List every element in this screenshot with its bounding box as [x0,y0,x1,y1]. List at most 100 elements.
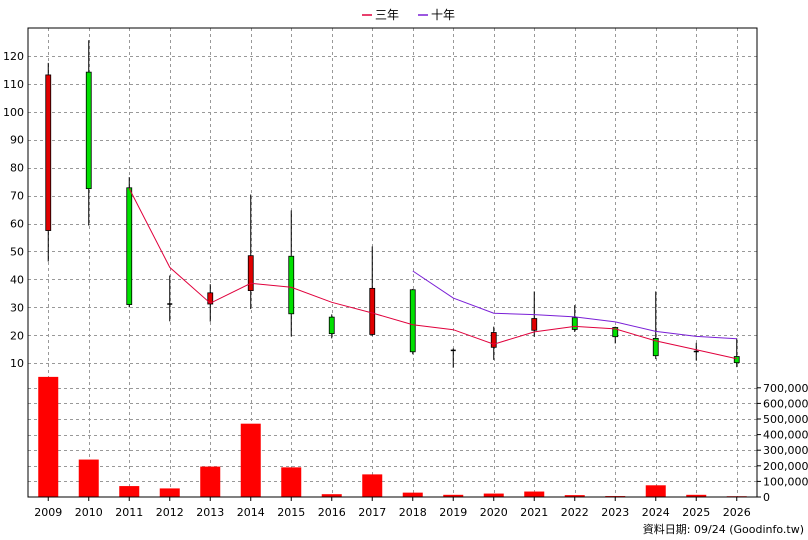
candle-body [288,255,295,315]
legend-label: 十年 [431,8,455,22]
price-tick-label: 120 [3,50,24,63]
price-tick-label: 20 [10,329,24,342]
volume-tick-label: 500,000 [763,413,808,426]
grid-lines [28,28,757,497]
volume-bar [240,423,261,497]
x-tick-label: 2012 [156,506,184,519]
candlesticks [45,40,740,368]
candle [288,210,295,337]
chart-legend: 三年 十年 [362,8,455,22]
plot-frame [27,27,758,498]
x-tick-label: 2010 [75,506,103,519]
x-tick-label: 2022 [561,506,589,519]
volume-bar [645,485,666,497]
candle [409,288,416,355]
volume-axis-ticks: 0 100,000 200,000 300,000 400,000 500,000 600,… [757,382,808,504]
price-tick-label: 50 [10,245,24,258]
x-tick-label: 2023 [601,506,629,519]
x-axis-ticks: 2009 2010 2011 2012 2013 2014 2015 2016 2017 2018… [34,497,751,519]
candle [531,291,538,337]
volume-tick-label: 0 [763,491,770,504]
x-tick-label: 2019 [439,506,467,519]
candle-body [126,187,133,305]
volume-bar [402,492,423,497]
candle [328,314,335,339]
volume-tick-label: 300,000 [763,444,808,457]
candle-body [490,332,497,348]
candle-body [733,356,740,364]
volume-bar [281,467,302,497]
candle-body [612,327,619,338]
price-tick-label: 30 [10,301,24,314]
legend-label: 三年 [375,8,399,22]
candle-body [328,316,335,335]
volume-tick-label: 600,000 [763,397,808,410]
candle-body [531,318,538,331]
volume-bar [38,376,59,497]
candle [167,275,173,322]
candle [652,291,659,360]
volume-bar [200,466,221,497]
price-tick-label: 10 [10,357,24,370]
x-tick-label: 2025 [682,506,710,519]
x-tick-label: 2018 [399,506,427,519]
candle-body [409,289,416,353]
candle-body [369,287,376,335]
x-tick-label: 2013 [196,506,224,519]
x-tick-label: 2014 [237,506,265,519]
x-tick-label: 2021 [520,506,548,519]
x-tick-label: 2026 [723,506,751,519]
price-tick-label: 90 [10,134,24,147]
candle [45,62,52,262]
candle [693,342,699,361]
price-tick-label: 70 [10,190,24,203]
candle [369,246,376,336]
volume-bar [443,494,464,497]
volume-bar [362,474,383,497]
candle [247,194,254,310]
average-lines [128,188,737,360]
candle [490,326,497,360]
candle-body [207,292,214,305]
price-tick-label: 40 [10,273,24,286]
source-note: 資料日期: 09/24 (Goodinfo.tw) [643,522,804,536]
volume-bar [159,488,180,497]
x-tick-label: 2015 [277,506,305,519]
candle-body [85,71,92,190]
volume-bar [321,494,342,497]
price-tick-label: 60 [10,218,24,231]
volume-tick-label: 100,000 [763,475,808,488]
price-tick-label: 80 [10,162,24,175]
price-tick-label: 110 [3,78,24,91]
x-tick-label: 2017 [358,506,386,519]
volume-bar [564,495,585,497]
candle [126,177,133,308]
candle-body [247,255,254,292]
candle-body [652,337,659,357]
candle-body [45,74,52,231]
volume-tick-label: 700,000 [763,382,808,395]
volume-tick-label: 400,000 [763,429,808,442]
volume-bar [78,459,99,497]
series-line [128,188,737,360]
price-axis-ticks: 10 20 30 40 50 60 70 80 90 100 110 120 [3,50,24,370]
candle [571,305,578,332]
price-tick-label: 100 [3,106,24,119]
series-line [412,270,737,340]
x-tick-label: 2016 [318,506,346,519]
candle [733,338,740,368]
candle [85,40,92,226]
volume-bar [483,493,504,497]
candle [450,348,456,368]
candle [612,326,619,344]
x-tick-label: 2024 [642,506,670,519]
x-tick-label: 2020 [480,506,508,519]
candle-body [571,317,578,330]
x-tick-label: 2011 [115,506,143,519]
volume-bar [119,486,140,497]
volume-bar [686,494,707,497]
volume-tick-label: 200,000 [763,460,808,473]
volume-bar [524,491,545,497]
x-tick-label: 2009 [34,506,62,519]
